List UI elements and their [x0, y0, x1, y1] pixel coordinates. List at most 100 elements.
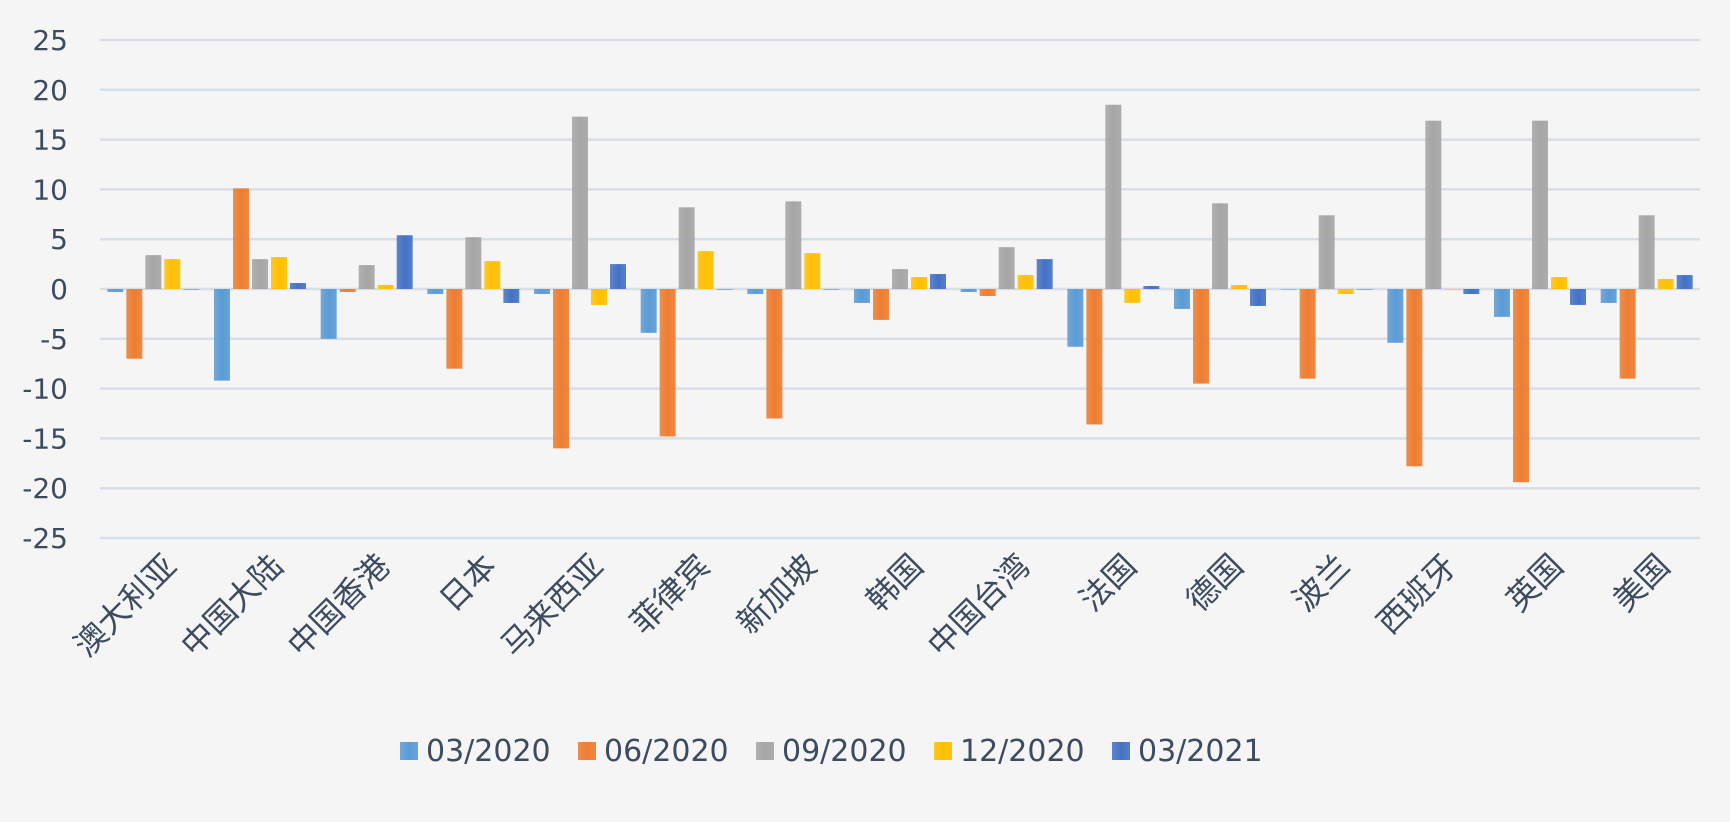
y-tick-label: -20	[22, 472, 68, 505]
bar-09-2020-13	[1532, 120, 1548, 290]
bar-03-2021-3	[503, 289, 520, 303]
bar-09-2020-12	[1425, 120, 1442, 290]
bar-12-2020-3	[484, 261, 501, 289]
bar-09-2020-11	[1318, 215, 1335, 289]
bar-12-2020-7	[911, 277, 927, 289]
category-label: 中国香港	[280, 547, 397, 664]
category-label: 英国	[1499, 547, 1571, 619]
y-tick-label: 10	[32, 173, 68, 206]
bar-03-2021-7	[930, 274, 946, 289]
bar-12-2020-5	[697, 251, 714, 289]
bar-12-2020-4	[591, 289, 607, 305]
y-tick-label: 15	[32, 124, 68, 157]
bars	[107, 104, 1693, 483]
bar-12-2020-9	[1124, 289, 1141, 303]
bar-06-2020-14	[1619, 289, 1636, 379]
bar-09-2020-3	[465, 237, 482, 289]
bar-09-2020-6	[785, 201, 802, 289]
bar-03-2021-8	[1036, 259, 1053, 289]
y-tick-label: 25	[32, 24, 68, 57]
bar-09-2020-7	[892, 269, 908, 289]
bar-06-2020-3	[446, 289, 463, 369]
category-label: 新加坡	[729, 547, 824, 642]
category-label: 马来西亚	[493, 547, 610, 664]
bar-03-2021-9	[1143, 286, 1160, 289]
legend-label: 09/2020	[782, 734, 907, 769]
bar-03-2020-4	[534, 289, 550, 294]
bar-03-2021-4	[610, 264, 626, 289]
bar-06-2020-12	[1406, 289, 1423, 467]
legend-label: 06/2020	[604, 734, 729, 769]
bar-09-2020-2	[358, 265, 375, 289]
bar-03-2020-3	[427, 289, 444, 294]
y-tick-label: -5	[40, 323, 68, 356]
bar-09-2020-4	[572, 116, 588, 289]
category-label: 菲律宾	[623, 547, 718, 642]
bar-06-2020-7	[873, 289, 889, 320]
bar-12-2020-11	[1337, 289, 1354, 294]
category-label: 中国台湾	[920, 547, 1037, 664]
bar-12-2020-12	[1444, 289, 1461, 290]
bar-03-2020-5	[640, 289, 657, 333]
category-label: 日本	[432, 547, 504, 619]
bar-03-2021-11	[1356, 289, 1373, 290]
bar-12-2020-10	[1231, 285, 1247, 289]
bar-03-2020-13	[1494, 289, 1510, 317]
category-label: 西班牙	[1369, 547, 1464, 642]
bar-03-2020-7	[854, 289, 870, 303]
legend-label: 03/2020	[426, 734, 551, 769]
bar-06-2020-10	[1193, 289, 1209, 384]
bar-03-2020-9	[1067, 289, 1084, 347]
bar-09-2020-1	[252, 259, 268, 289]
bar-06-2020-1	[233, 188, 249, 289]
bar-03-2021-13	[1570, 289, 1586, 305]
bar-09-2020-9	[1105, 104, 1122, 290]
y-tick-label: 20	[32, 74, 68, 107]
bar-12-2020-13	[1551, 277, 1567, 289]
bar-06-2020-8	[979, 289, 996, 296]
bar-09-2020-5	[678, 207, 695, 289]
bar-12-2020-0	[164, 259, 181, 289]
category-label: 美国	[1605, 547, 1677, 619]
bar-06-2020-13	[1513, 289, 1529, 483]
legend-swatch-03-2020	[400, 742, 418, 760]
bar-03-2021-12	[1463, 289, 1480, 294]
bar-03-2021-10	[1250, 289, 1266, 306]
bar-03-2021-1	[290, 283, 306, 289]
bar-03-2021-0	[183, 289, 200, 290]
category-label: 韩国	[859, 547, 931, 619]
bar-09-2020-8	[998, 247, 1015, 289]
bar-03-2020-2	[320, 289, 337, 339]
bar-03-2020-14	[1600, 289, 1617, 303]
category-label: 波兰	[1285, 547, 1357, 619]
bar-12-2020-2	[377, 285, 394, 289]
category-label: 德国	[1179, 547, 1251, 619]
bar-03-2020-12	[1387, 289, 1404, 343]
bar-03-2021-5	[716, 289, 733, 290]
x-axis-category-labels: 澳大利亚中国大陆中国香港 日本马来西亚 菲律宾 新加坡 韩国中国台湾 法国 德国 波兰 西班牙英…	[67, 547, 1678, 664]
legend-swatch-03-2021	[1112, 742, 1130, 760]
bar-06-2020-5	[659, 289, 676, 437]
bar-03-2021-2	[396, 235, 413, 289]
bar-03-2020-6	[747, 289, 764, 294]
bar-09-2020-14	[1638, 215, 1655, 289]
category-label: 中国大陆	[173, 547, 290, 664]
bar-06-2020-9	[1086, 289, 1103, 425]
bar-06-2020-2	[339, 289, 356, 292]
category-label: 法国	[1072, 547, 1144, 619]
bar-06-2020-6	[766, 289, 783, 419]
bar-09-2020-0	[145, 255, 162, 289]
bar-12-2020-14	[1657, 279, 1674, 289]
bar-03-2021-6	[823, 289, 840, 290]
legend-label: 12/2020	[960, 734, 1085, 769]
category-label: 澳大利亚	[67, 547, 184, 664]
bar-06-2020-0	[126, 289, 143, 359]
bar-12-2020-8	[1017, 275, 1034, 289]
legend: 03/2020 06/2020 09/2020 12/2020 03/2021	[400, 734, 1263, 769]
legend-label: 03/2021	[1138, 734, 1263, 769]
legend-swatch-06-2020	[578, 742, 596, 760]
y-tick-label: 5	[50, 223, 68, 256]
bar-12-2020-6	[804, 253, 821, 289]
